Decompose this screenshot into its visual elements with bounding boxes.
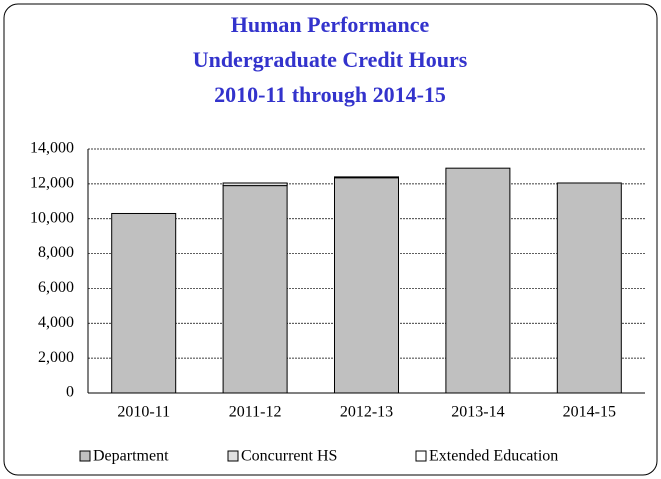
bar-segment — [222, 185, 288, 394]
chart-title: Undergraduate Credit Hours — [193, 47, 468, 72]
bar-segment — [111, 212, 177, 394]
x-tick-label: 2012-13 — [340, 404, 393, 421]
y-tick-label: 8,000 — [38, 244, 74, 261]
bar-segment — [334, 176, 399, 179]
x-tick-label: 2014-15 — [563, 404, 616, 421]
legend-swatch — [415, 450, 427, 462]
bar-segment — [556, 182, 622, 394]
y-tick-label: 12,000 — [30, 175, 74, 192]
bar-segment — [334, 177, 399, 394]
y-tick-label: 10,000 — [30, 209, 74, 226]
legend-swatch — [79, 450, 91, 462]
y-tick-label: 14,000 — [30, 140, 74, 157]
legend-label: Concurrent HS — [241, 448, 337, 465]
bar-segment — [222, 182, 288, 187]
chart-title: 2010-11 through 2014-15 — [214, 82, 446, 107]
legend-label: Department — [93, 448, 169, 465]
y-tick-label: 6,000 — [38, 279, 74, 296]
x-tick-label: 2010-11 — [117, 404, 170, 421]
x-tick-label: 2011-12 — [229, 404, 282, 421]
y-tick-label: 0 — [66, 384, 74, 401]
legend-swatch — [227, 450, 239, 462]
chart-title: Human Performance — [231, 12, 430, 37]
y-tick-label: 4,000 — [38, 314, 74, 331]
bar-segment — [445, 167, 511, 394]
legend-label: Extended Education — [429, 448, 558, 465]
x-tick-label: 2013-14 — [451, 404, 504, 421]
y-tick-label: 2,000 — [38, 349, 74, 366]
